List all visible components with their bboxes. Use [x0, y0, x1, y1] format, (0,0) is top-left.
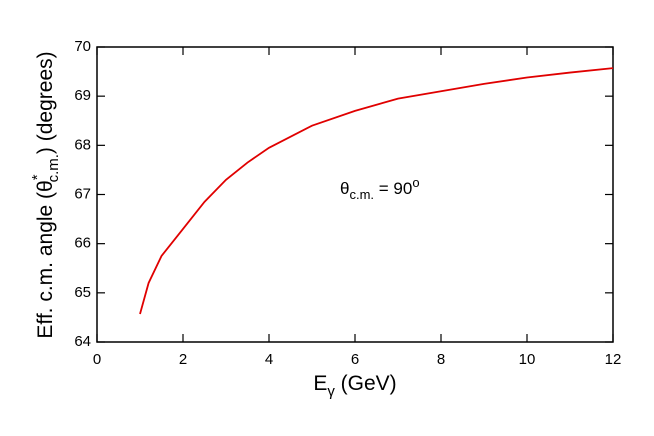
- x-tick-label: 10: [519, 351, 536, 368]
- x-label-sub: γ: [327, 383, 335, 400]
- x-label-part: E: [313, 372, 327, 395]
- annotation-sub: c.m.: [349, 187, 374, 202]
- annotation-part: θ: [340, 179, 349, 198]
- x-tick-label: 12: [605, 351, 622, 368]
- y-tick-label: 64: [74, 333, 91, 350]
- x-tick-label: 4: [265, 351, 273, 368]
- y-axis-label: Eff. c.m. angle (θ*c.m.) (degrees): [29, 51, 62, 338]
- y-tick-label: 65: [74, 284, 91, 301]
- y-label-part: Eff. c.m. angle (θ: [34, 180, 57, 338]
- y-label-part: ) (degrees): [34, 51, 57, 154]
- x-tick-label: 2: [179, 351, 187, 368]
- x-tick-label: 6: [351, 351, 359, 368]
- y-tick-label: 70: [74, 38, 91, 55]
- y-tick-label: 68: [74, 136, 91, 153]
- annotation: θc.m. = 90o: [340, 175, 420, 202]
- y-tick-label: 67: [74, 185, 91, 202]
- annotation-part: = 90: [374, 179, 412, 198]
- y-tick-label: 66: [74, 235, 91, 252]
- x-tick-label: 8: [437, 351, 445, 368]
- y-tick-label: 69: [74, 87, 91, 104]
- x-label-part: (GeV): [335, 372, 397, 395]
- y-label-sub: c.m.: [45, 154, 62, 182]
- annotation-sup: o: [412, 175, 419, 190]
- data-line: [139, 67, 614, 315]
- x-tick-label: 0: [93, 351, 101, 368]
- y-label-sup: *: [29, 174, 46, 180]
- x-axis-label: Eγ (GeV): [313, 372, 396, 400]
